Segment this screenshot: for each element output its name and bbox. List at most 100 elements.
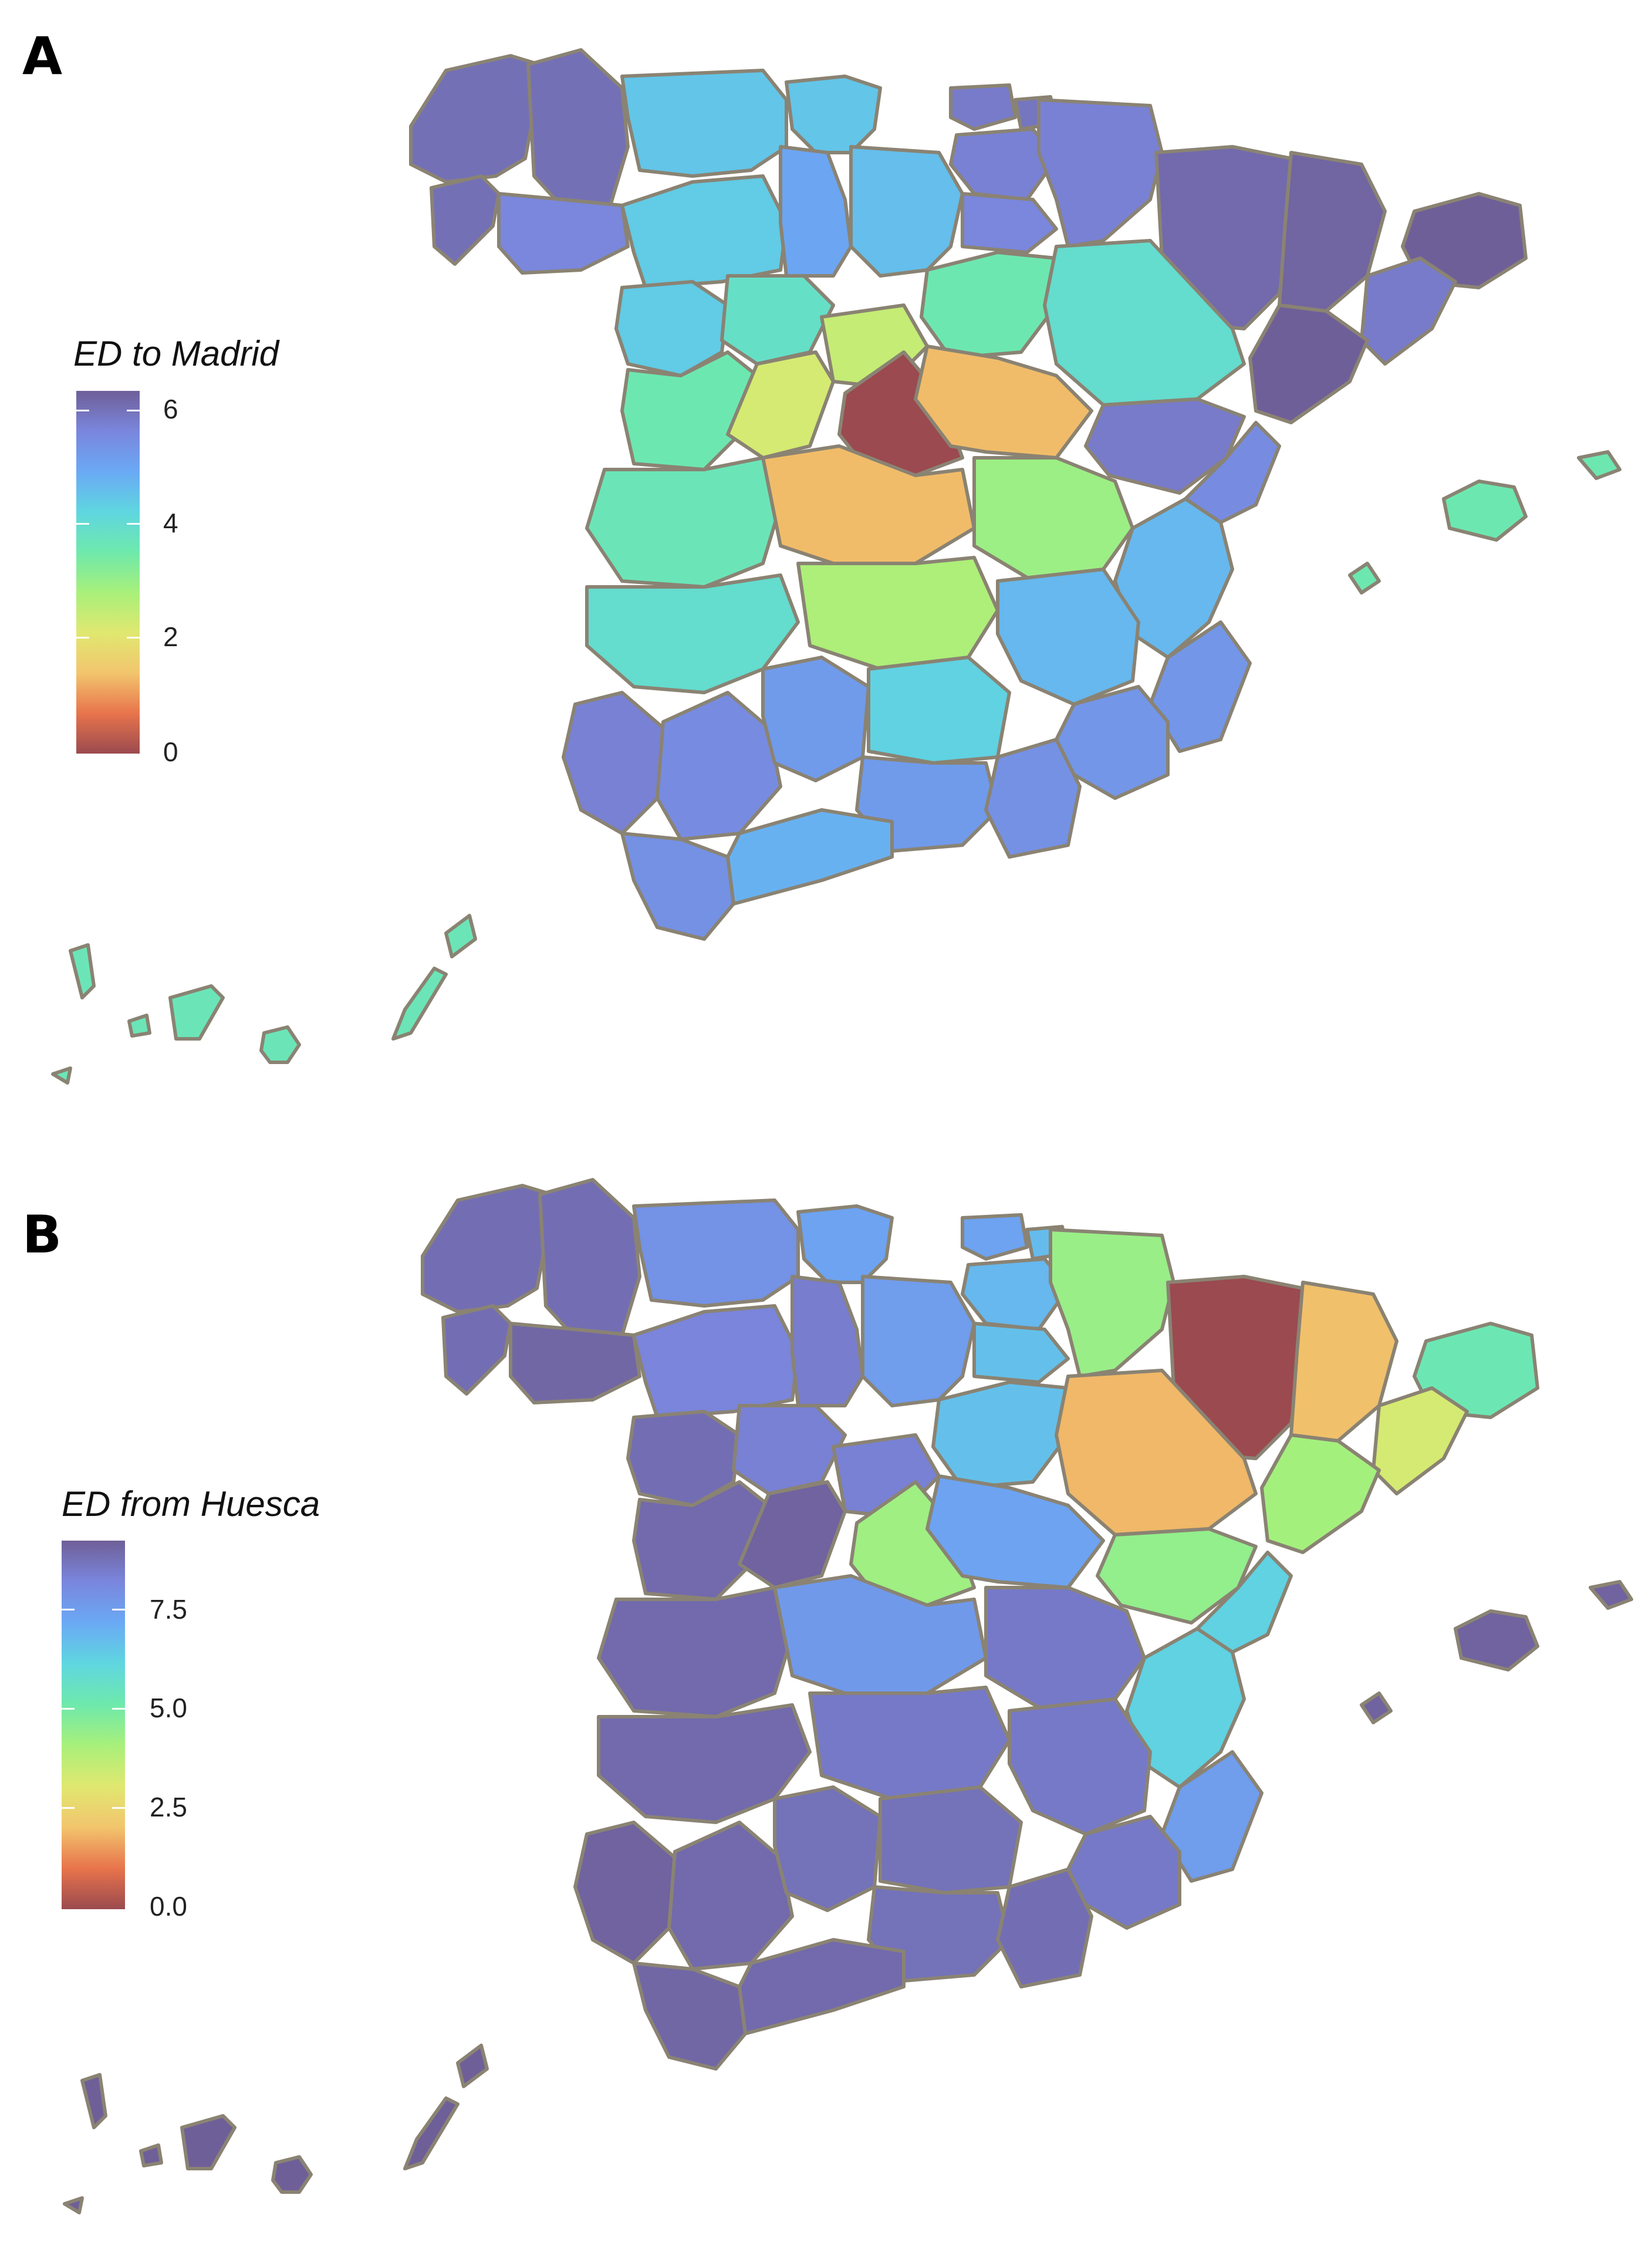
panel-b-tick-mark — [62, 1708, 75, 1710]
panel-a-tick-label: 0 — [163, 737, 178, 767]
province-navarra — [1049, 1228, 1175, 1378]
panel-b-map — [63, 1178, 1633, 2214]
province-teruel — [1084, 397, 1246, 495]
province-bizkaia — [961, 1213, 1029, 1261]
island-canarias — [391, 967, 448, 1041]
province-la-rioja — [961, 192, 1058, 254]
panel-a-tick-mark — [127, 637, 140, 639]
province-huelva — [573, 1821, 677, 1965]
island-canarias — [403, 2096, 460, 2170]
panel-a-tick-mark — [127, 410, 140, 411]
province-ciudad-real — [796, 556, 999, 671]
panel-a-tick-mark — [127, 523, 140, 525]
island-baleares — [1589, 1580, 1633, 1610]
province-palencia — [779, 145, 853, 278]
panel-b-regions — [63, 1178, 1633, 2214]
province-soria — [920, 251, 1058, 360]
province-malaga — [726, 808, 894, 906]
province-ourense — [497, 192, 630, 275]
panel-a-tick-mark — [76, 410, 89, 411]
island-canarias — [168, 984, 225, 1041]
province-cordoba — [761, 656, 870, 782]
panel-b-tick-mark — [112, 1807, 125, 1809]
province-jaen — [879, 1785, 1023, 1895]
island-canarias — [456, 2044, 489, 2088]
province-cantabria — [785, 75, 882, 154]
province-caceres — [585, 456, 782, 589]
panel-a-tick-label: 2 — [163, 622, 178, 652]
panel-a-tick-label: 6 — [163, 394, 178, 424]
panel-b-tick-label: 0.0 — [150, 1891, 187, 1922]
province-avila — [726, 350, 835, 460]
island-canarias — [69, 943, 96, 1000]
panel-a-legend-title: ED to Madrid — [73, 334, 279, 373]
panel-b-tick-mark — [112, 1609, 125, 1610]
province-cuenca — [972, 456, 1134, 583]
province-girona — [1413, 1322, 1539, 1419]
panel-b-legend-bar — [62, 1541, 125, 1909]
panel-b-tick-mark — [112, 1708, 125, 1710]
island-baleares — [1442, 480, 1528, 542]
province-burgos — [849, 145, 964, 278]
panel-a-tick-mark — [76, 523, 89, 525]
island-baleares — [1577, 450, 1621, 480]
panel-b-legend-title: ED from Huesca — [62, 1484, 320, 1524]
province-sevilla — [656, 691, 782, 841]
panel-b-letter: B — [22, 1204, 62, 1265]
panel-a-map — [51, 48, 1621, 1085]
province-huelva — [562, 691, 665, 835]
province-asturias — [620, 69, 788, 178]
province-lleida — [1278, 151, 1387, 313]
island-canarias — [259, 1025, 301, 1064]
island-canarias — [127, 1014, 151, 1038]
island-canarias — [271, 2155, 313, 2194]
panel-b-tick-label: 7.5 — [150, 1594, 187, 1625]
province-lleida — [1289, 1281, 1398, 1443]
island-canarias — [139, 2143, 163, 2167]
province-burgos — [861, 1275, 976, 1407]
province-albacete — [1008, 1697, 1152, 1836]
province-ciudad-real — [808, 1686, 1011, 1801]
panel-a-tick-label: 4 — [163, 508, 178, 538]
province-leon — [632, 1304, 800, 1419]
panel-b-tick-label: 5.0 — [150, 1693, 187, 1723]
province-cordoba — [773, 1785, 882, 1912]
panel-a-letter: A — [22, 26, 63, 86]
province-barcelona — [1360, 256, 1457, 366]
panel-a-regions — [51, 48, 1621, 1085]
province-barcelona — [1371, 1386, 1469, 1495]
province-albacete — [996, 568, 1140, 706]
province-almeria — [996, 1868, 1093, 1988]
province-leon — [620, 174, 788, 289]
province-a-coruna — [421, 1184, 553, 1313]
province-palencia — [790, 1275, 864, 1407]
province-cuenca — [984, 1586, 1146, 1713]
panel-b-tick-label: 2.5 — [150, 1792, 187, 1822]
province-girona — [1401, 192, 1528, 289]
province-jaen — [867, 656, 1011, 765]
province-malaga — [738, 1938, 906, 2035]
province-caceres — [597, 1586, 794, 1718]
island-baleares — [1348, 562, 1381, 595]
panel-a: A ED to Madrid 6 4 2 0 — [0, 0, 1652, 1127]
province-sevilla — [667, 1821, 794, 1971]
province-lugo — [526, 48, 630, 213]
province-cadiz — [632, 1961, 747, 2071]
province-navarra — [1037, 98, 1164, 248]
province-asturias — [632, 1198, 800, 1308]
province-soria — [931, 1380, 1070, 1490]
island-canarias — [80, 2073, 107, 2129]
island-baleares — [1454, 1609, 1539, 1672]
province-teruel — [1096, 1527, 1258, 1625]
province-madrid — [837, 350, 964, 477]
province-almeria — [984, 738, 1082, 859]
island-canarias — [63, 2196, 84, 2214]
province-lugo — [538, 1178, 641, 1343]
province-pontevedra — [441, 1304, 512, 1396]
province-ourense — [509, 1322, 641, 1404]
panel-a-tick-mark — [76, 637, 89, 639]
province-cadiz — [620, 832, 735, 941]
panel-b-tick-mark — [62, 1609, 75, 1610]
province-tarragona — [1248, 303, 1369, 424]
panel-a-legend-bar — [76, 391, 140, 754]
